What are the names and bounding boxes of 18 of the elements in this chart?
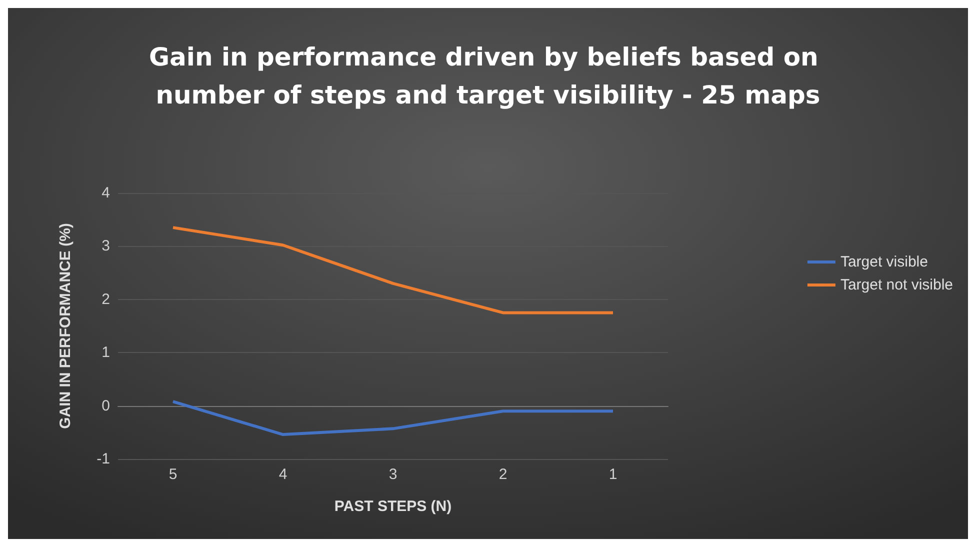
y-tick-label: 0 — [102, 397, 110, 414]
x-tick-label: 1 — [608, 466, 618, 483]
x-tick-label: 5 — [168, 466, 178, 483]
x-axis-title: PAST STEPS (N) — [334, 498, 452, 515]
line-series — [172, 400, 614, 436]
line-series — [172, 226, 614, 314]
chart-title: Gain in performance driven by beliefs based on number of steps and target visibility - 25 maps — [148, 42, 828, 110]
legend-label: Target visible — [840, 254, 928, 270]
y-axis-title: GAIN IN PERFORMANCE (%) — [57, 223, 74, 429]
y-tick-label: 1 — [102, 344, 110, 362]
x-tick-label: 4 — [278, 466, 288, 483]
x-tick-label: 3 — [388, 466, 398, 483]
y-tick-label: 4 — [102, 184, 110, 202]
y-tick-label: 2 — [102, 290, 110, 308]
y-tick-label: 3 — [102, 238, 110, 255]
x-tick-label: 2 — [498, 466, 508, 483]
y-tick-label: -1 — [96, 450, 110, 468]
legend-label: Target not visible — [840, 276, 954, 294]
